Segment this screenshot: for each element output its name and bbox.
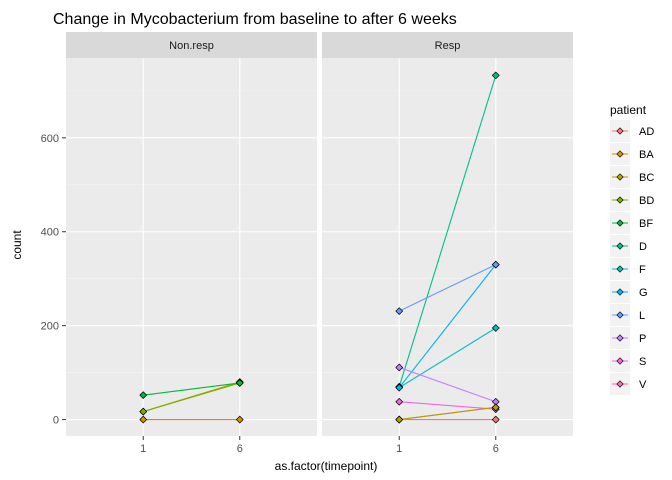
- x-axis-label: as.factor(timepoint): [275, 459, 378, 473]
- legend-label-F: F: [639, 264, 646, 276]
- data-point-BD: [139, 407, 148, 416]
- y-tick-label: 0: [53, 415, 59, 427]
- legend-label-BC: BC: [639, 172, 654, 184]
- series-line-F: [398, 327, 497, 389]
- legend-label-BD: BD: [639, 195, 654, 207]
- data-point-BF: [139, 391, 148, 400]
- legend-title: patient: [610, 103, 647, 117]
- legend-label-V: V: [639, 379, 647, 391]
- series-line-S: [399, 401, 496, 410]
- legend-marker: [616, 127, 624, 135]
- legend-marker: [616, 380, 624, 388]
- legend-marker: [616, 196, 624, 204]
- data-point-BA: [235, 415, 244, 424]
- legend-label-AD: AD: [639, 126, 654, 138]
- facet-strip-label: Resp: [435, 40, 461, 52]
- legend-marker: [616, 219, 624, 227]
- series-line-G: [398, 264, 497, 388]
- data-point-AD: [491, 415, 500, 424]
- legend-marker: [616, 311, 624, 319]
- data-point-D: [491, 71, 500, 80]
- series-line-BC: [399, 406, 496, 421]
- legend-label-D: D: [639, 241, 647, 253]
- data-point-L: [491, 260, 500, 269]
- legend-label-L: L: [639, 310, 645, 322]
- panel-background: [66, 58, 317, 436]
- y-tick-label: 200: [41, 321, 59, 333]
- series-line-D: [398, 75, 497, 387]
- legend-label-G: G: [639, 287, 648, 299]
- legend-marker: [616, 265, 624, 273]
- facet-strip: [66, 32, 317, 58]
- panel-background: [322, 58, 573, 436]
- legend-marker: [616, 357, 624, 365]
- y-tick-label: 400: [41, 227, 59, 239]
- y-axis-label: count: [10, 230, 24, 260]
- data-point-BC: [395, 415, 404, 424]
- series-line-BD: [143, 382, 240, 413]
- data-point-F: [491, 324, 500, 332]
- legend-label-BA: BA: [639, 149, 654, 161]
- facet-strip: [322, 32, 573, 58]
- chart-title: Change in Mycobacterium from baseline to…: [53, 11, 457, 28]
- y-tick-label: 600: [41, 133, 59, 145]
- series-line-L: [398, 264, 497, 312]
- x-tick-label: 6: [493, 443, 499, 455]
- x-tick-label: 6: [237, 443, 243, 455]
- data-point-BF: [235, 379, 244, 387]
- data-point-P: [395, 363, 404, 372]
- legend-label-BF: BF: [639, 218, 653, 230]
- legend-marker: [616, 173, 624, 181]
- legend-label-S: S: [639, 356, 646, 368]
- legend-label-P: P: [639, 333, 646, 345]
- data-point-G: [395, 383, 404, 392]
- facet-strip-label: Non.resp: [169, 40, 214, 52]
- legend-marker: [616, 334, 624, 342]
- data-point-S: [395, 397, 404, 406]
- panels: 0 200 400 600 Non.resp 1 6 Resp 1 6: [41, 32, 573, 455]
- legend-marker: [616, 288, 624, 296]
- series-line-BF: [143, 382, 240, 396]
- data-point-L: [395, 307, 404, 315]
- x-tick-label: 1: [396, 443, 402, 455]
- data-point-BA: [139, 415, 148, 424]
- legend-marker: [616, 242, 624, 250]
- x-tick-label: 1: [140, 443, 146, 455]
- series-line-P: [399, 366, 496, 403]
- legend-marker: [616, 150, 624, 158]
- data-point-BC: [491, 403, 500, 412]
